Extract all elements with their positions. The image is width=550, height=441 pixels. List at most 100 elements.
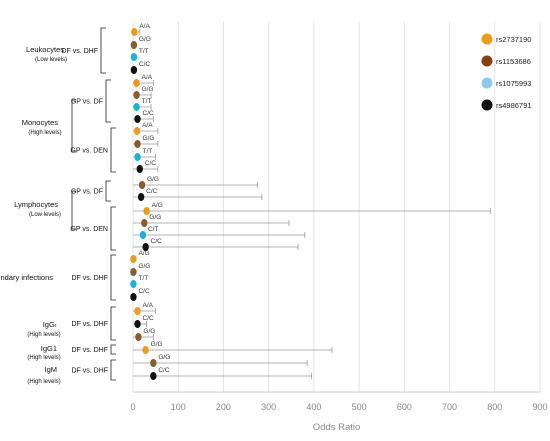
data-row: C/C xyxy=(133,238,299,251)
genotype-label: T/T xyxy=(143,148,153,155)
point-estimate xyxy=(138,181,146,189)
genotype-label: T/T xyxy=(142,98,152,105)
comparison-bracket xyxy=(110,254,116,301)
legend-label: rs1153686 xyxy=(496,57,531,66)
point-estimate xyxy=(150,372,157,380)
genotype-label: A/G xyxy=(152,202,163,209)
genotype-label: A/A xyxy=(142,74,153,81)
genotype-label: C/C xyxy=(143,110,155,117)
data-row: G/G xyxy=(133,328,155,341)
genotype-label: G/G xyxy=(149,214,161,221)
genotype-label: C/C xyxy=(158,367,170,374)
genotype-label: C/C xyxy=(145,160,157,167)
genotype-label: G/G xyxy=(138,263,150,270)
genotype-label: T/T xyxy=(139,48,149,55)
comparison-label: DF vs. DHF xyxy=(71,321,108,328)
point-estimate xyxy=(143,207,150,215)
comparison-label: GP vs. DF xyxy=(71,99,103,106)
x-tick-label: 500 xyxy=(352,402,367,412)
comparison-bracket xyxy=(105,79,111,123)
point-estimate xyxy=(142,346,149,354)
point-estimate xyxy=(135,333,142,341)
data-row: G/G xyxy=(133,341,333,354)
data-row: G/G xyxy=(133,86,154,99)
group-bracket xyxy=(71,190,76,230)
comparison-label: GP vs. DEN xyxy=(70,148,108,155)
legend-swatch xyxy=(481,55,493,67)
data-row: G/G xyxy=(130,36,151,49)
data-row: G/G xyxy=(130,263,150,276)
genotype-label: C/C xyxy=(146,188,158,195)
point-estimate xyxy=(134,140,141,148)
point-estimate xyxy=(142,243,149,251)
group-label: IgG1 xyxy=(41,344,57,353)
comparison-label: DF vs. DHF xyxy=(71,368,108,375)
point-estimate xyxy=(130,53,138,61)
data-row: T/T xyxy=(133,148,157,161)
point-estimate xyxy=(130,255,137,263)
data-row: C/C xyxy=(133,367,313,380)
legend-item: rs1075993 xyxy=(481,77,531,89)
comparison-bracket xyxy=(110,306,116,341)
point-estimate xyxy=(130,66,138,74)
legend-item: rs4986791 xyxy=(481,99,531,111)
legend-swatch xyxy=(481,77,493,89)
group-label: Secondary infections xyxy=(0,273,53,282)
data-row: G/G xyxy=(133,354,308,367)
comparison-label: DF vs. DHF xyxy=(71,347,108,354)
data-row: A/G xyxy=(133,202,491,215)
data-row: G/G xyxy=(133,176,258,189)
point-estimate xyxy=(134,153,141,161)
group-label: Monocytes xyxy=(22,118,59,127)
data-marks: A/A G/G T/T C/C A/A G/G T/T C/C A/A G/G T/T C/C G/G C… xyxy=(130,23,491,380)
group-label: IgGₜ xyxy=(43,320,57,329)
point-estimate xyxy=(137,193,145,201)
grid-lines xyxy=(132,22,541,393)
group-label: Lymphocytes xyxy=(14,200,58,209)
data-row: C/C xyxy=(130,288,150,301)
group-sublabel: (High levels) xyxy=(27,355,60,361)
group-sublabel: (High levels) xyxy=(27,379,60,385)
comparison-label: DF vs. DHF xyxy=(71,275,108,282)
x-tick-label: 300 xyxy=(261,402,276,412)
point-estimate xyxy=(133,79,140,87)
group-label: Leukocytes xyxy=(26,45,64,54)
genotype-label: C/C xyxy=(143,315,155,322)
data-row: A/A xyxy=(133,302,157,315)
x-tick-label: 400 xyxy=(306,402,321,412)
genotype-label: G/G xyxy=(139,36,151,43)
legend: rs2737190 rs1153686 rs1075993 rs4986791 xyxy=(481,33,531,111)
data-row: A/G xyxy=(130,250,150,263)
genotype-label: T/T xyxy=(138,275,148,282)
comparison-bracket xyxy=(110,127,116,173)
group-sublabel: (Low levels) xyxy=(29,212,61,218)
genotype-label: A/A xyxy=(142,122,153,129)
data-row: A/A xyxy=(133,74,154,87)
legend-label: rs1075993 xyxy=(496,79,531,88)
data-row: C/C xyxy=(133,315,154,328)
group-label: IgM xyxy=(44,365,57,374)
comparison-bracket xyxy=(105,180,111,202)
point-estimate xyxy=(133,103,140,111)
genotype-label: G/G xyxy=(143,328,155,335)
data-row: T/T xyxy=(133,98,152,111)
comparison-bracket xyxy=(100,27,106,74)
genotype-label: C/C xyxy=(138,288,150,295)
x-axis-title: Odds Ratio xyxy=(313,422,361,433)
point-estimate xyxy=(130,280,137,288)
point-estimate xyxy=(134,320,141,328)
point-estimate xyxy=(131,28,138,36)
comparison-label: GP vs. DF xyxy=(71,189,103,196)
point-estimate xyxy=(139,231,147,239)
group-sublabel: (High levels) xyxy=(27,332,60,338)
point-estimate xyxy=(134,307,141,315)
x-tick-label: 200 xyxy=(216,402,231,412)
point-estimate xyxy=(150,359,157,367)
group-sublabel: (Low levels) xyxy=(35,57,67,63)
comparison-bracket xyxy=(110,206,116,251)
genotype-label: A/A xyxy=(139,23,150,30)
genotype-label: G/G xyxy=(143,135,155,142)
legend-swatch xyxy=(481,33,493,45)
group-bracket xyxy=(71,99,76,153)
